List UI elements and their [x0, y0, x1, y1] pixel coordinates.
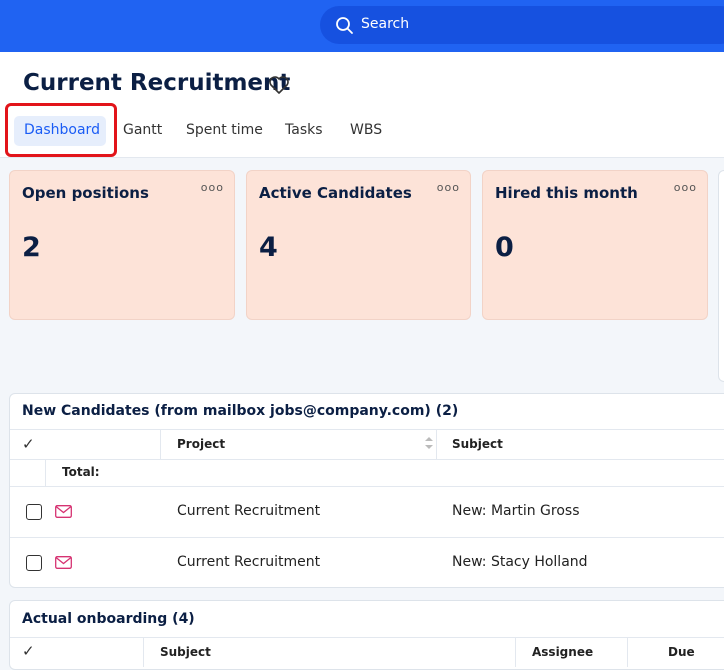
row-checkbox[interactable]	[26, 504, 42, 520]
card-value: 2	[22, 232, 41, 263]
column-header[interactable]: Due	[668, 645, 695, 659]
divider	[10, 459, 724, 460]
column-header[interactable]: Subject	[452, 437, 503, 451]
card-title: Active Candidates	[259, 184, 412, 202]
favorite-icon[interactable]	[268, 75, 290, 95]
table-cell[interactable]: Current Recruitment	[177, 554, 321, 570]
card-title: Hired this month	[495, 184, 638, 202]
table-cell[interactable]: Current Recruitment	[177, 503, 321, 519]
divider	[143, 637, 144, 667]
search-icon	[336, 17, 353, 34]
highlight-box	[5, 103, 117, 157]
column-header[interactable]: Assignee	[532, 645, 594, 659]
table-cell[interactable]: New: Martin Gross	[452, 503, 580, 519]
total-label: Total:	[62, 465, 100, 479]
search-box[interactable]: Search	[320, 6, 724, 44]
divider	[10, 637, 724, 638]
project-title: Current Recruitment	[23, 70, 291, 96]
divider	[160, 429, 161, 459]
column-header[interactable]: Subject	[160, 645, 211, 659]
panel-title: New Candidates (from mailbox jobs@compan…	[22, 403, 459, 419]
kpi-card: Active Candidates ooo 4	[246, 170, 471, 320]
card-value: 4	[259, 232, 278, 263]
divider	[515, 637, 516, 667]
tab[interactable]: Gantt	[123, 122, 163, 138]
tab[interactable]: Dashboard	[24, 122, 100, 138]
tab[interactable]: Spent time	[186, 122, 263, 138]
table-cell[interactable]: New: Stacy Holland	[452, 554, 588, 570]
select-all[interactable]: ✓	[22, 435, 35, 453]
tab[interactable]: Tasks	[285, 122, 323, 138]
column-header[interactable]: Project	[177, 437, 226, 451]
mail-icon	[55, 505, 72, 518]
active-tab-bg	[14, 116, 106, 146]
sort-icon[interactable]	[424, 436, 434, 450]
tab[interactable]: WBS	[350, 122, 383, 138]
divider	[10, 429, 724, 430]
card-menu[interactable]: ooo	[200, 181, 224, 194]
select-all[interactable]: ✓	[22, 642, 35, 660]
kpi-card: Open positions ooo 2	[9, 170, 235, 320]
divider	[10, 537, 724, 538]
table-panel: Actual onboarding (4) ✓ Subject Assignee…	[9, 600, 724, 670]
divider	[436, 429, 437, 459]
project-header	[0, 52, 724, 158]
panel-title: Actual onboarding (4)	[22, 611, 195, 627]
card-menu[interactable]: ooo	[436, 181, 460, 194]
partial-card	[718, 170, 724, 382]
card-value: 0	[495, 232, 514, 263]
divider	[627, 637, 628, 667]
card-menu[interactable]: ooo	[673, 181, 697, 194]
table-panel: New Candidates (from mailbox jobs@compan…	[9, 393, 724, 588]
row-checkbox[interactable]	[26, 555, 42, 571]
card-title: Open positions	[22, 184, 149, 202]
divider	[45, 459, 46, 486]
mail-icon	[55, 556, 72, 569]
search-placeholder: Search	[361, 16, 410, 32]
kpi-card: Hired this month ooo 0	[482, 170, 708, 320]
divider	[10, 486, 724, 487]
